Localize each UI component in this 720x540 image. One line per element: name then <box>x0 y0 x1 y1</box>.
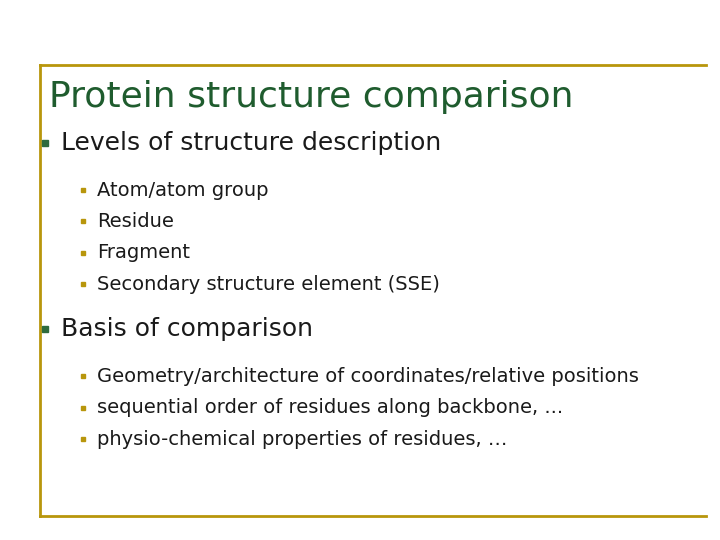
Text: Secondary structure element (SSE): Secondary structure element (SSE) <box>97 274 440 294</box>
Text: sequential order of residues along backbone, ...: sequential order of residues along backb… <box>97 398 563 417</box>
Text: Fragment: Fragment <box>97 243 190 262</box>
Text: Protein structure comparison: Protein structure comparison <box>49 80 573 114</box>
Text: Atom/atom group: Atom/atom group <box>97 180 269 200</box>
Text: Levels of structure description: Levels of structure description <box>61 131 441 155</box>
Text: Geometry/architecture of coordinates/relative positions: Geometry/architecture of coordinates/rel… <box>97 367 639 386</box>
Text: Residue: Residue <box>97 212 174 231</box>
Text: Basis of comparison: Basis of comparison <box>61 318 313 341</box>
Text: physio-chemical properties of residues, …: physio-chemical properties of residues, … <box>97 429 508 449</box>
